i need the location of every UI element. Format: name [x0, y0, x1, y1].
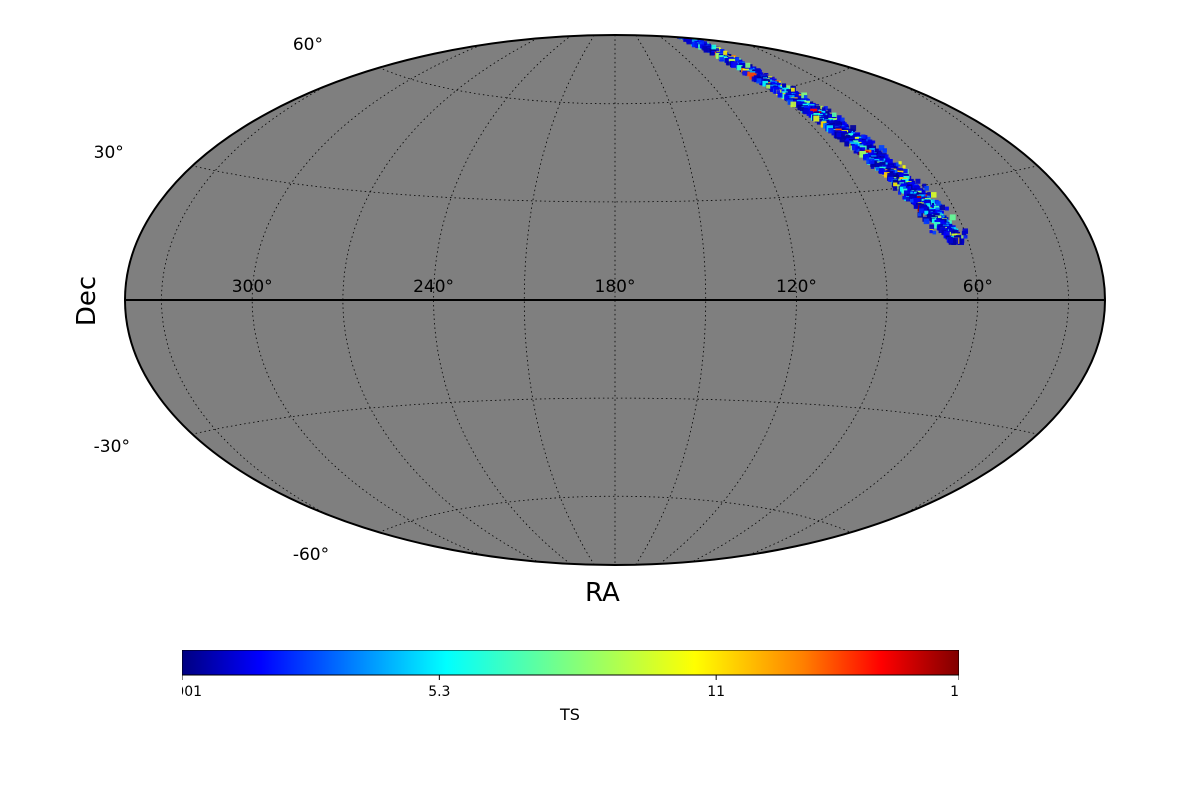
svg-text:180°: 180° [595, 277, 636, 297]
colorbar-gradient [182, 650, 959, 675]
svg-text:300°: 300° [232, 277, 273, 297]
colorbar-tick-marks [182, 675, 959, 680]
colorbar-tick-labels: 0.001 5.3 11 16 [182, 684, 959, 700]
svg-text:0.001: 0.001 [182, 684, 202, 700]
colorbar: 0.001 5.3 11 16 TS [182, 650, 959, 750]
aitoff-sky-plot: 300°240°180°120°60° -60°-30°30°60° RA De… [120, 30, 1110, 570]
ylabel: Dec [72, 276, 102, 326]
dec-tick-label: -30° [94, 437, 130, 457]
svg-text:5.3: 5.3 [428, 684, 450, 700]
svg-text:11: 11 [707, 684, 725, 700]
colorbar-svg: 0.001 5.3 11 16 TS [182, 650, 959, 750]
svg-text:60°: 60° [963, 277, 993, 297]
svg-text:240°: 240° [413, 277, 454, 297]
dec-tick-label: 30° [94, 143, 124, 163]
xlabel: RA [585, 578, 620, 608]
aitoff-svg: 300° 240° 180° 120° 60° [120, 30, 1110, 570]
svg-text:16: 16 [950, 684, 959, 700]
colorbar-label: TS [559, 705, 580, 724]
svg-text:120°: 120° [776, 277, 817, 297]
dec-tick-label: -60° [293, 545, 329, 565]
dec-tick-label: 60° [293, 35, 323, 55]
